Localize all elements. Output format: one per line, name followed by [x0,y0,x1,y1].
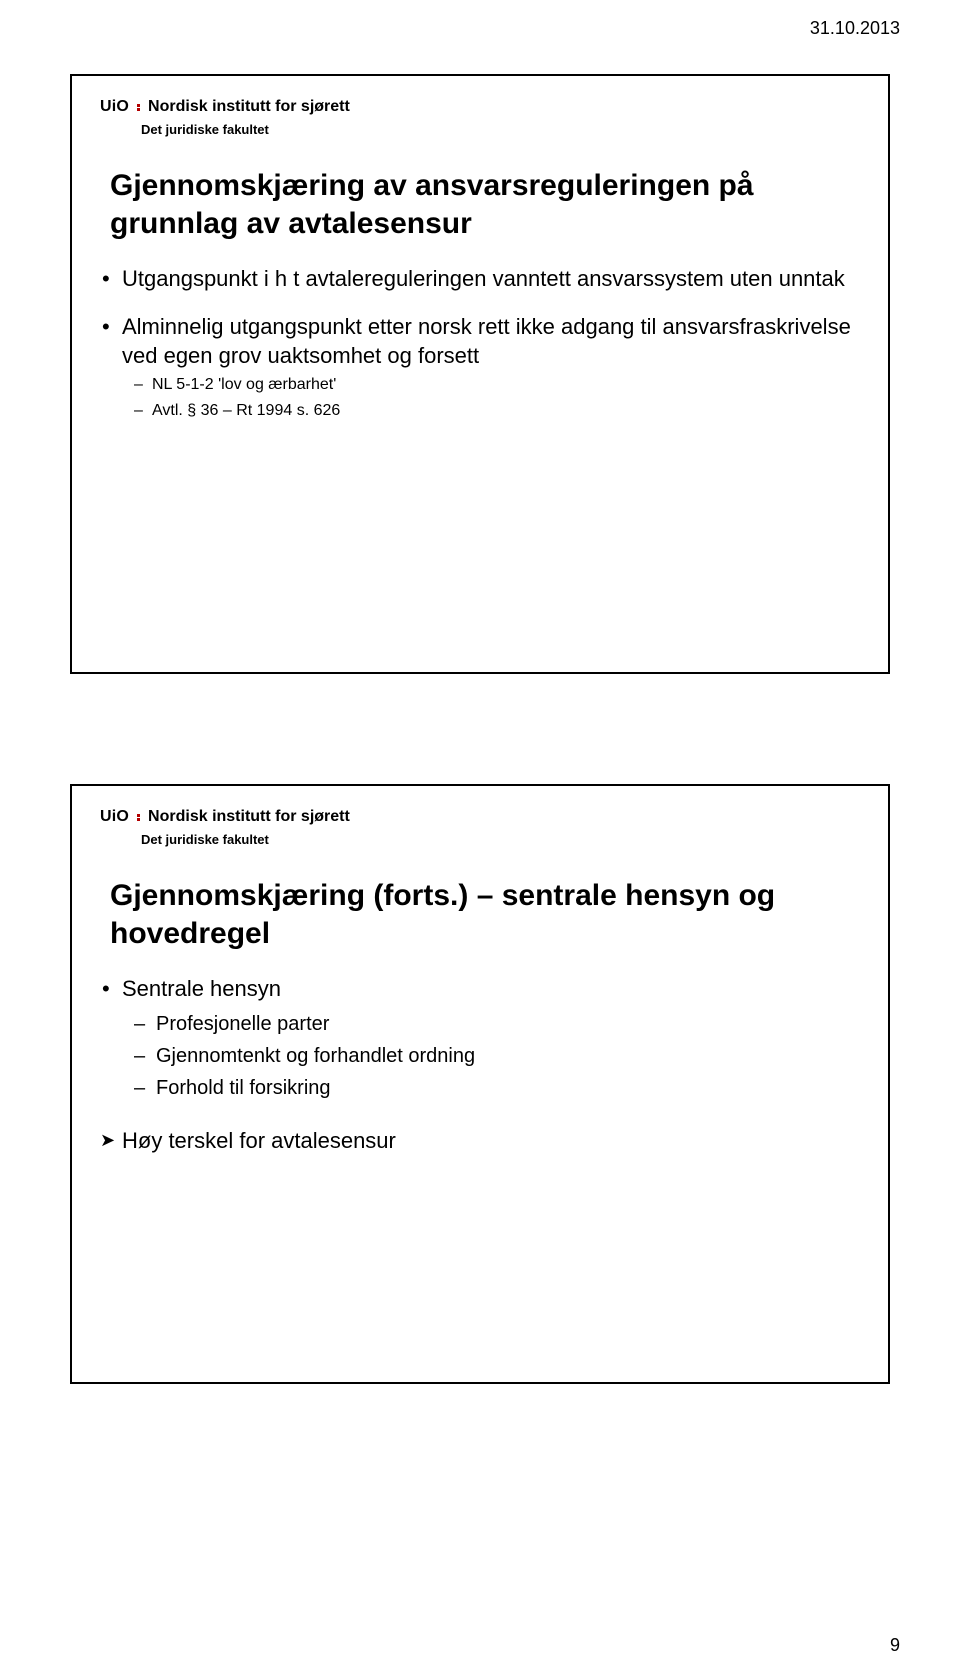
bullet-item: Utgangspunkt i h t avtalereguleringen va… [122,264,860,294]
slide-1: UiO Nordisk institutt for sjørett Det ju… [70,74,890,674]
logo-row: UiO Nordisk institutt for sjørett [100,98,860,116]
sub-bullet-item: Gjennomtenkt og forhandlet ordning [156,1042,860,1070]
logo-row: UiO Nordisk institutt for sjørett [100,808,860,826]
sub-bullet-list: NL 5-1-2 'lov og ærbarhet' Avtl. § 36 – … [122,373,860,423]
sub-bullet-list: Profesjonelle parter Gjennomtenkt og for… [122,1010,860,1102]
institute-name: Nordisk institutt for sjørett [148,808,350,826]
uio-text: UiO [100,808,129,826]
slide-title: Gjennomskjæring av ansvarsreguleringen p… [110,167,860,242]
page-number: 9 [890,1635,900,1656]
institute-name: Nordisk institutt for sjørett [148,98,350,116]
slides-container: UiO Nordisk institutt for sjørett Det ju… [70,74,890,1494]
slide-title: Gjennomskjæring (forts.) – sentrale hens… [110,877,860,952]
sub-bullet-item: Profesjonelle parter [156,1010,860,1038]
arrow-item: Høy terskel for avtalesensur [122,1128,860,1154]
logo-dots-icon [137,814,140,821]
uio-text: UiO [100,98,129,116]
bullet-list: Sentrale hensyn Profesjonelle parter Gje… [100,974,860,1102]
bullet-text: Sentrale hensyn [122,976,281,1001]
arrow-list: Høy terskel for avtalesensur [100,1128,860,1154]
sub-bullet-item: NL 5-1-2 'lov og ærbarhet' [152,373,860,397]
bullet-item: Sentrale hensyn Profesjonelle parter Gje… [122,974,860,1102]
uio-logo: UiO Nordisk institutt for sjørett [100,808,350,826]
date-stamp: 31.10.2013 [810,18,900,39]
sub-bullet-item: Avtl. § 36 – Rt 1994 s. 626 [152,399,860,423]
sub-bullet-item: Forhold til forsikring [156,1074,860,1102]
bullet-item: Alminnelig utgangspunkt etter norsk rett… [122,312,860,423]
bullet-list: Utgangspunkt i h t avtalereguleringen va… [100,264,860,423]
uio-logo: UiO Nordisk institutt for sjørett [100,98,350,116]
bullet-text: Alminnelig utgangspunkt etter norsk rett… [122,314,851,369]
logo-dots-icon [137,104,140,111]
faculty-name: Det juridiske fakultet [141,832,860,847]
slide-2: UiO Nordisk institutt for sjørett Det ju… [70,784,890,1384]
faculty-name: Det juridiske fakultet [141,122,860,137]
